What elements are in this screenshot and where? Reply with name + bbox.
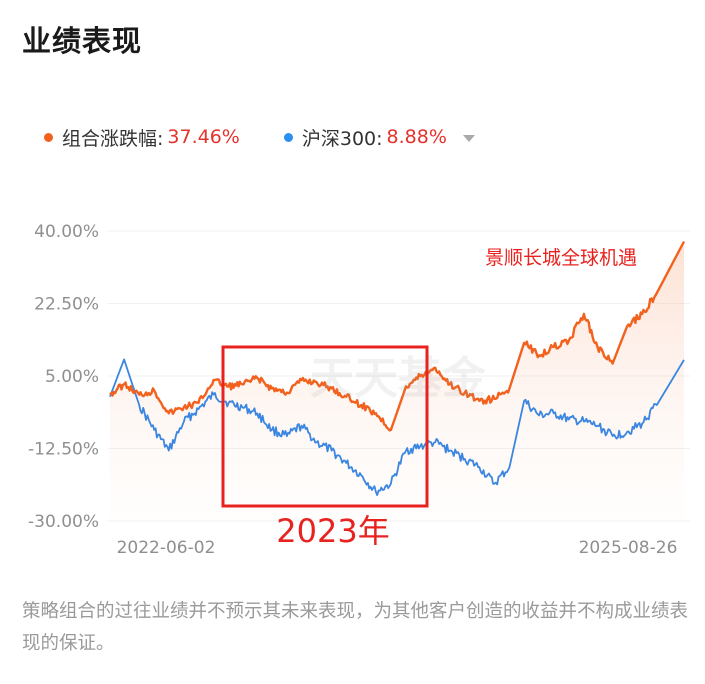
legend-item-index[interactable]: 沪深300: 8.88% <box>283 124 447 151</box>
series-line-portfolio <box>109 240 686 432</box>
y-tick-label: 22.50% <box>34 295 99 315</box>
product-name-annotation: 景顺长城全球机遇 <box>485 247 637 269</box>
y-tick-label: 5.00% <box>45 367 99 387</box>
legend-dot-portfolio <box>44 132 53 142</box>
legend-value-index: 8.88% <box>386 126 447 148</box>
disclaimer-text: 策略组合的过往业绩并不预示其未来表现，为其他客户创造的收益并不构成业绩表现的保证… <box>22 601 689 654</box>
y-tick-label: -12.50% <box>28 440 99 460</box>
portfolio-area <box>110 241 684 521</box>
y-tick-label: 40.00% <box>34 222 99 242</box>
highlight-box <box>221 345 429 508</box>
chevron-down-icon[interactable] <box>462 134 475 142</box>
x-tick-label: 2025-08-26 <box>579 538 678 558</box>
watermark: 天天基金 <box>310 353 487 404</box>
y-tick-label: -30.00% <box>28 512 99 532</box>
legend-value-portfolio: 37.46% <box>167 126 240 148</box>
x-tick-label: 2022-06-02 <box>117 538 216 558</box>
performance-chart: 40.00% 22.50% 5.00% -12.50% -30.00% 天天基金 202… <box>28 222 690 558</box>
legend-item-portfolio[interactable]: 组合涨跌幅: 37.46% <box>44 124 240 151</box>
legend-dot-index <box>283 132 293 142</box>
legend-label-index: 沪深300: <box>301 127 383 150</box>
page-title: 业绩表现 <box>22 24 143 58</box>
series-line-index <box>109 358 685 496</box>
chart-legend: 组合涨跌幅: 37.46% 沪深300: 8.88% <box>44 124 475 150</box>
highlight-box-label: 2023年 <box>276 512 389 550</box>
legend-label-portfolio: 组合涨跌幅: <box>62 127 164 150</box>
